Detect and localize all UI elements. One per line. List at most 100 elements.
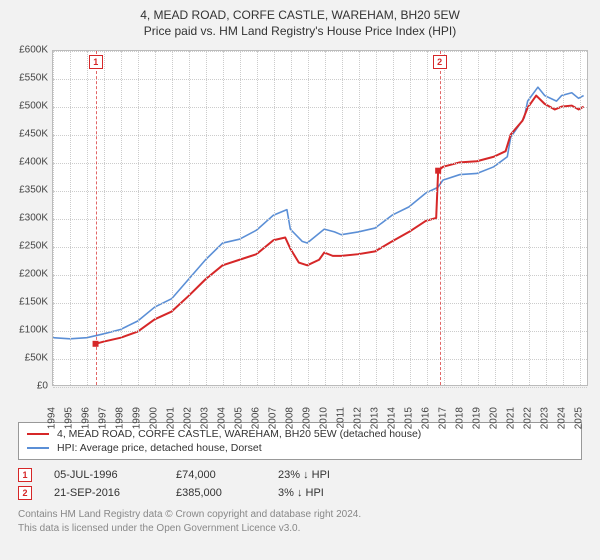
y-tick-label: £200K [19, 269, 48, 280]
gridline-v [155, 51, 156, 385]
x-tick-label: 2024 [557, 407, 568, 429]
gridline-v [291, 51, 292, 385]
x-tick-label: 2008 [285, 407, 296, 429]
y-tick-label: £50K [25, 353, 48, 364]
legend-label: HPI: Average price, detached house, Dors… [57, 442, 262, 454]
gridline-v [206, 51, 207, 385]
cell-price: £385,000 [176, 487, 256, 499]
title-address: 4, MEAD ROAD, CORFE CASTLE, WAREHAM, BH2… [4, 8, 596, 22]
x-tick-label: 2006 [251, 407, 262, 429]
plot-region: 12 [52, 50, 588, 386]
gridline-v [104, 51, 105, 385]
gridline-h [53, 219, 587, 220]
gridline-v [257, 51, 258, 385]
gridline-h [53, 163, 587, 164]
gridline-v [325, 51, 326, 385]
gridline-h [53, 359, 587, 360]
gridline-v [376, 51, 377, 385]
x-tick-label: 2012 [353, 407, 364, 429]
legend-label: 4, MEAD ROAD, CORFE CASTLE, WAREHAM, BH2… [57, 428, 421, 440]
gridline-h [53, 331, 587, 332]
x-tick-label: 2005 [234, 407, 245, 429]
gridline-v [53, 51, 54, 385]
title-subtitle: Price paid vs. HM Land Registry's House … [4, 24, 596, 38]
gridline-v [138, 51, 139, 385]
gridline-v [529, 51, 530, 385]
x-tick-label: 2003 [200, 407, 211, 429]
x-tick-label: 2017 [438, 407, 449, 429]
gridline-v [546, 51, 547, 385]
series-hpi [53, 87, 584, 339]
footer-line: Contains HM Land Registry data © Crown c… [18, 508, 582, 522]
gridline-h [53, 191, 587, 192]
cell-diff: 23% ↓ HPI [278, 469, 378, 481]
x-tick-label: 2014 [387, 407, 398, 429]
chart-container: 4, MEAD ROAD, CORFE CASTLE, WAREHAM, BH2… [4, 4, 596, 535]
x-tick-label: 2011 [336, 407, 347, 429]
gridline-h [53, 51, 587, 52]
y-tick-label: £100K [19, 325, 48, 336]
x-tick-label: 1997 [98, 407, 109, 429]
x-tick-label: 2002 [183, 407, 194, 429]
gridline-v [70, 51, 71, 385]
cell-date: 05-JUL-1996 [54, 469, 154, 481]
cell-diff: 3% ↓ HPI [278, 487, 378, 499]
cell-date: 21-SEP-2016 [54, 487, 154, 499]
gridline-h [53, 79, 587, 80]
x-tick-label: 2007 [268, 407, 279, 429]
gridline-h [53, 107, 587, 108]
y-tick-label: £250K [19, 241, 48, 252]
gridline-v [223, 51, 224, 385]
gridline-v [478, 51, 479, 385]
x-tick-label: 2019 [472, 407, 483, 429]
x-tick-label: 2020 [489, 407, 500, 429]
gridline-h [53, 303, 587, 304]
table-row: 2 21-SEP-2016 £385,000 3% ↓ HPI [18, 484, 582, 502]
marker-index-icon: 2 [18, 486, 32, 500]
x-tick-label: 2000 [149, 407, 160, 429]
y-tick-label: £500K [19, 101, 48, 112]
marker-line [440, 51, 441, 385]
x-tick-label: 2018 [455, 407, 466, 429]
x-tick-label: 2013 [370, 407, 381, 429]
marker-index-icon: 1 [18, 468, 32, 482]
gridline-v [444, 51, 445, 385]
line-layer [53, 51, 587, 385]
x-tick-label: 1996 [81, 407, 92, 429]
footer-line: This data is licensed under the Open Gov… [18, 522, 582, 536]
gridline-v [308, 51, 309, 385]
gridline-v [121, 51, 122, 385]
gridline-h [53, 387, 587, 388]
y-tick-label: £150K [19, 297, 48, 308]
legend-swatch [27, 433, 49, 435]
gridline-v [87, 51, 88, 385]
x-tick-label: 2022 [523, 407, 534, 429]
x-tick-label: 2021 [506, 407, 517, 429]
gridline-v [461, 51, 462, 385]
gridline-v [495, 51, 496, 385]
x-tick-label: 1995 [64, 407, 75, 429]
y-tick-label: £350K [19, 185, 48, 196]
x-tick-label: 2015 [404, 407, 415, 429]
y-tick-label: £300K [19, 213, 48, 224]
x-tick-label: 2004 [217, 407, 228, 429]
legend-item: HPI: Average price, detached house, Dors… [27, 441, 573, 455]
transaction-table: 1 05-JUL-1996 £74,000 23% ↓ HPI 2 21-SEP… [18, 466, 582, 502]
gridline-v [359, 51, 360, 385]
marker-index-icon: 1 [89, 55, 103, 69]
x-tick-label: 2001 [166, 407, 177, 429]
cell-price: £74,000 [176, 469, 256, 481]
y-tick-label: £450K [19, 129, 48, 140]
gridline-v [580, 51, 581, 385]
x-tick-label: 2025 [574, 407, 585, 429]
gridline-v [240, 51, 241, 385]
gridline-v [274, 51, 275, 385]
x-tick-label: 2016 [421, 407, 432, 429]
gridline-h [53, 247, 587, 248]
gridline-v [172, 51, 173, 385]
x-tick-label: 2023 [540, 407, 551, 429]
gridline-v [189, 51, 190, 385]
y-tick-label: £550K [19, 73, 48, 84]
x-tick-label: 1994 [47, 407, 58, 429]
legend-swatch [27, 447, 49, 449]
